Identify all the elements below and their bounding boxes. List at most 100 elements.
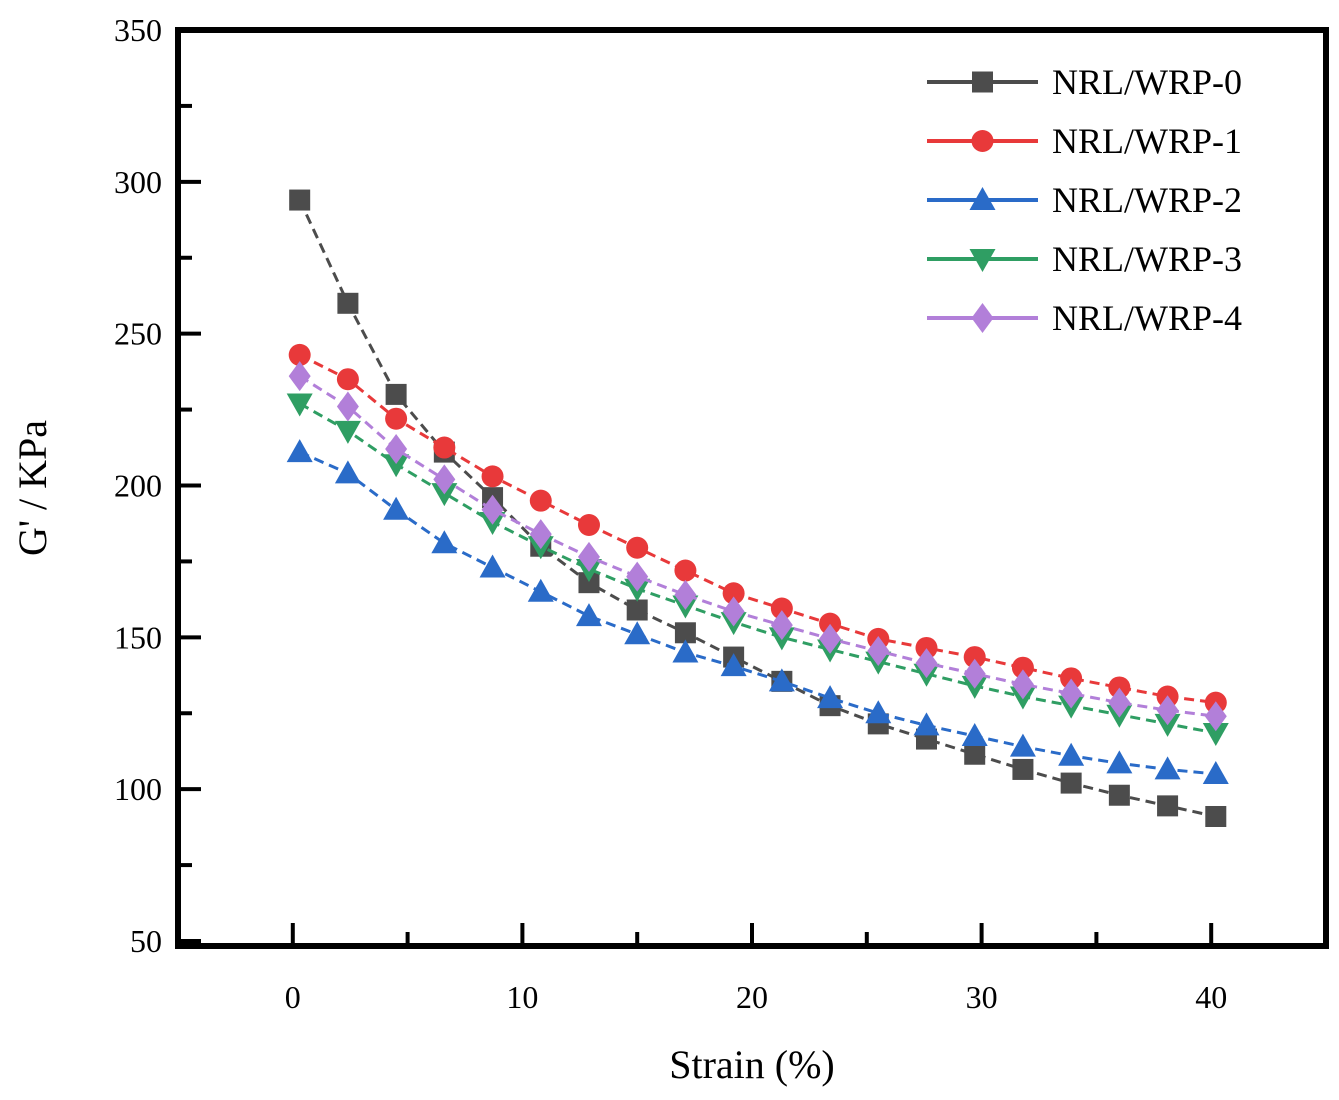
data-point-marker [1058,742,1085,766]
legend-label: NRL/WRP-1 [1052,121,1242,161]
legend-label: NRL/WRP-3 [1052,239,1242,279]
data-point-marker [819,612,842,635]
data-point-marker [1012,758,1034,780]
data-point-marker [626,561,649,592]
data-point-marker [1106,750,1133,774]
data-point-marker [1156,695,1179,726]
data-point-marker [479,554,506,578]
data-point-marker [961,723,988,747]
data-point-marker [337,292,359,314]
data-point-marker [626,599,648,621]
data-point-marker [770,610,793,641]
data-point-marker [1204,701,1227,732]
plot-border [175,27,1329,949]
data-point-marker [1011,656,1034,679]
x-tick-label: 30 [966,979,998,1015]
data-point-marker [768,668,795,692]
data-point-marker [334,420,361,444]
data-point-marker [867,635,890,666]
x-axis-label: Strain (%) [669,1042,835,1087]
y-tick-label: 300 [114,164,162,200]
legend-marker-triangle-down-icon [969,249,996,272]
data-point-marker [963,658,986,689]
data-point-marker [674,579,697,610]
data-point-marker [915,648,938,679]
data-point-marker [770,597,793,620]
data-point-marker [286,393,313,417]
data-point-marker [431,483,458,507]
data-point-marker [1009,733,1036,757]
data-point-marker [626,536,649,559]
data-point-marker [577,513,600,536]
data-point-marker [674,622,696,644]
data-point-marker [578,572,600,594]
series-line [299,450,1216,776]
y-tick-label: 50 [130,923,162,959]
data-point-marker [336,391,359,422]
data-point-marker [1154,713,1181,737]
data-point-marker [720,653,747,677]
data-point-marker [1205,805,1227,827]
data-point-marker [288,361,311,392]
y-tick-label: 100 [114,771,162,807]
series-line [298,199,1217,818]
data-point-marker [1108,687,1131,718]
data-point-marker [288,343,311,366]
legend-label: NRL/WRP-4 [1052,298,1242,338]
data-point-marker [1060,772,1082,794]
data-point-marker [385,407,408,430]
data-point-marker [1108,676,1131,699]
data-point-marker [1011,669,1034,700]
data-point-marker [722,596,745,627]
data-point-marker [481,494,504,525]
data-point-marker [722,582,745,605]
data-point-marker [1202,722,1229,746]
data-point-marker [527,578,554,602]
y-tick-label: 250 [114,316,162,352]
data-point-marker [963,646,986,669]
data-point-marker [334,460,361,484]
data-point-marker [913,712,940,736]
x-tick-label: 20 [736,979,768,1015]
legend-marker-diamond-icon [971,303,994,333]
data-point-marker [817,685,844,709]
data-point-marker [819,623,842,654]
x-tick-label: 0 [285,979,301,1015]
data-point-marker [529,519,552,550]
data-point-marker [336,368,359,391]
data-point-marker [1157,795,1179,817]
data-point-marker [433,436,456,459]
data-point-marker [1060,667,1083,690]
data-point-marker [577,541,600,572]
legend-marker-circle-icon [971,130,994,152]
legend-label: NRL/WRP-0 [1052,62,1242,102]
data-point-marker [383,454,410,478]
x-tick-label: 40 [1195,979,1227,1015]
data-point-marker [672,639,699,663]
x-tick-label: 10 [506,979,538,1015]
data-point-marker [624,621,651,645]
y-tick-label: 350 [114,12,162,48]
data-point-marker [289,189,311,211]
y-axis-label: G' / KPa [10,420,55,556]
legend-marker-triangle-up-icon [969,187,996,210]
legend-label: NRL/WRP-2 [1052,180,1242,220]
data-point-marker [385,434,408,465]
series-line [298,402,1217,735]
data-point-marker [1154,756,1181,780]
data-point-marker [383,496,410,520]
data-point-marker [865,700,892,724]
data-point-marker [915,636,938,659]
y-tick-label: 200 [114,468,162,504]
data-point-marker [1108,784,1130,806]
data-point-marker [1060,678,1083,709]
data-point-marker [529,489,552,512]
series-line [299,353,1216,705]
data-point-marker [433,464,456,495]
legend-marker-square-icon [972,71,993,93]
data-point-marker [481,465,504,488]
data-point-marker [575,603,602,627]
data-point-marker [385,383,407,405]
